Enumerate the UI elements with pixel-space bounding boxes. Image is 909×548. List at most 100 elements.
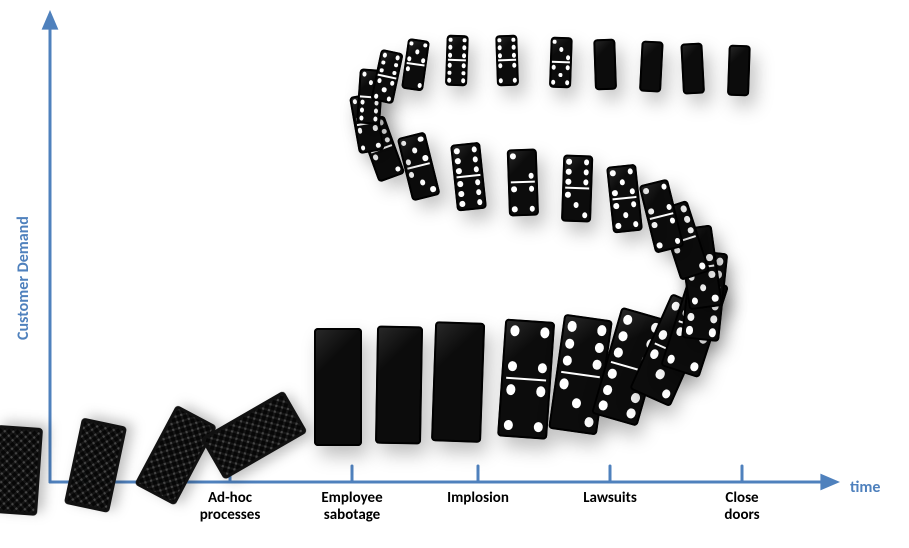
domino-pip <box>449 45 453 50</box>
domino-pip <box>687 226 694 234</box>
domino-divider <box>560 371 599 378</box>
domino <box>606 164 642 233</box>
x-tick-label: Employeesabotage <box>292 490 412 525</box>
domino-pip <box>472 146 478 153</box>
domino-pip <box>633 221 639 228</box>
domino-pip <box>610 170 616 177</box>
domino-pip <box>498 46 502 51</box>
domino-pip <box>360 107 365 112</box>
domino-pip <box>419 179 425 186</box>
domino-pip <box>381 59 386 64</box>
domino-pip <box>699 262 706 270</box>
domino-pip <box>620 179 626 186</box>
domino-pip <box>477 199 483 206</box>
domino-pip <box>535 386 545 397</box>
domino-pip <box>393 70 398 75</box>
domino-pip <box>499 79 503 84</box>
domino-pip <box>382 86 387 91</box>
domino-pip <box>423 43 428 48</box>
domino-pip <box>628 168 634 175</box>
domino-pip <box>387 96 392 101</box>
y-axis-label: Customer Demand <box>14 216 33 340</box>
x-tick-label: Ad-hocprocesses <box>170 490 290 525</box>
domino-pip <box>396 54 401 59</box>
domino-pip <box>462 38 466 43</box>
domino-pip <box>462 46 466 51</box>
domino-pip <box>607 367 618 379</box>
domino-pip <box>394 62 399 67</box>
domino-pip <box>400 140 406 147</box>
domino <box>680 43 705 95</box>
domino-pip <box>503 420 513 431</box>
domino-pip <box>407 56 412 61</box>
domino-pip <box>511 45 515 50</box>
domino-pip <box>372 154 379 161</box>
domino-back-mesh <box>0 425 43 516</box>
domino <box>401 38 430 91</box>
domino-pip <box>510 153 516 159</box>
domino-pip <box>656 242 663 249</box>
domino-divider <box>506 377 546 382</box>
domino-pip <box>405 159 411 166</box>
domino-pip <box>565 81 569 86</box>
domino-pip <box>498 38 502 43</box>
domino-pip <box>708 270 715 278</box>
domino-pip <box>530 206 536 212</box>
domino-pip <box>409 41 414 46</box>
domino-pip <box>661 388 672 400</box>
domino-pip <box>458 191 464 198</box>
domino-pip <box>660 183 667 190</box>
domino-pip <box>630 188 636 195</box>
domino-pip <box>512 207 518 213</box>
domino-pip <box>649 348 660 360</box>
domino-pip <box>512 78 516 83</box>
domino-pip <box>565 192 571 198</box>
domino-pip <box>658 329 669 341</box>
domino-pip <box>422 155 428 162</box>
domino-pip <box>447 78 451 83</box>
domino <box>371 48 404 104</box>
domino-pip <box>476 189 482 196</box>
domino-pip <box>612 190 618 197</box>
domino-pip <box>529 173 535 179</box>
domino <box>445 35 469 87</box>
domino-pip <box>711 294 718 302</box>
domino-pip <box>374 93 379 98</box>
domino-pip <box>377 77 382 82</box>
domino-pip <box>417 83 422 88</box>
domino-pip <box>583 179 589 185</box>
domino-pip <box>456 168 462 175</box>
domino-pip <box>448 53 452 58</box>
domino <box>450 142 486 211</box>
domino-pip <box>669 217 676 224</box>
domino <box>431 321 485 443</box>
domino-pip <box>551 80 555 85</box>
domino-pip <box>565 66 569 71</box>
domino-pip <box>651 221 658 228</box>
domino-pip <box>571 398 581 410</box>
domino-pip <box>394 166 401 173</box>
domino-pip <box>454 148 460 155</box>
domino-pip <box>623 212 629 219</box>
domino-pip <box>473 156 479 163</box>
domino <box>64 417 127 513</box>
domino-pip <box>448 71 452 76</box>
domino <box>497 319 555 440</box>
domino-pip <box>615 223 621 230</box>
domino-pip <box>684 216 691 224</box>
domino-pip <box>511 38 515 43</box>
domino <box>507 149 539 217</box>
domino-pip <box>461 79 465 84</box>
domino-pip <box>449 38 453 43</box>
domino-pip <box>584 159 590 165</box>
domino-pip <box>596 325 606 337</box>
domino-pip <box>391 80 396 85</box>
domino <box>0 425 43 516</box>
domino-pip <box>374 108 379 113</box>
domino-pip <box>700 284 707 292</box>
domino-pip <box>417 136 423 143</box>
domino-pip <box>584 169 590 175</box>
domino-pip <box>512 63 516 68</box>
domino-pip <box>360 99 365 104</box>
domino-pip <box>618 330 629 342</box>
